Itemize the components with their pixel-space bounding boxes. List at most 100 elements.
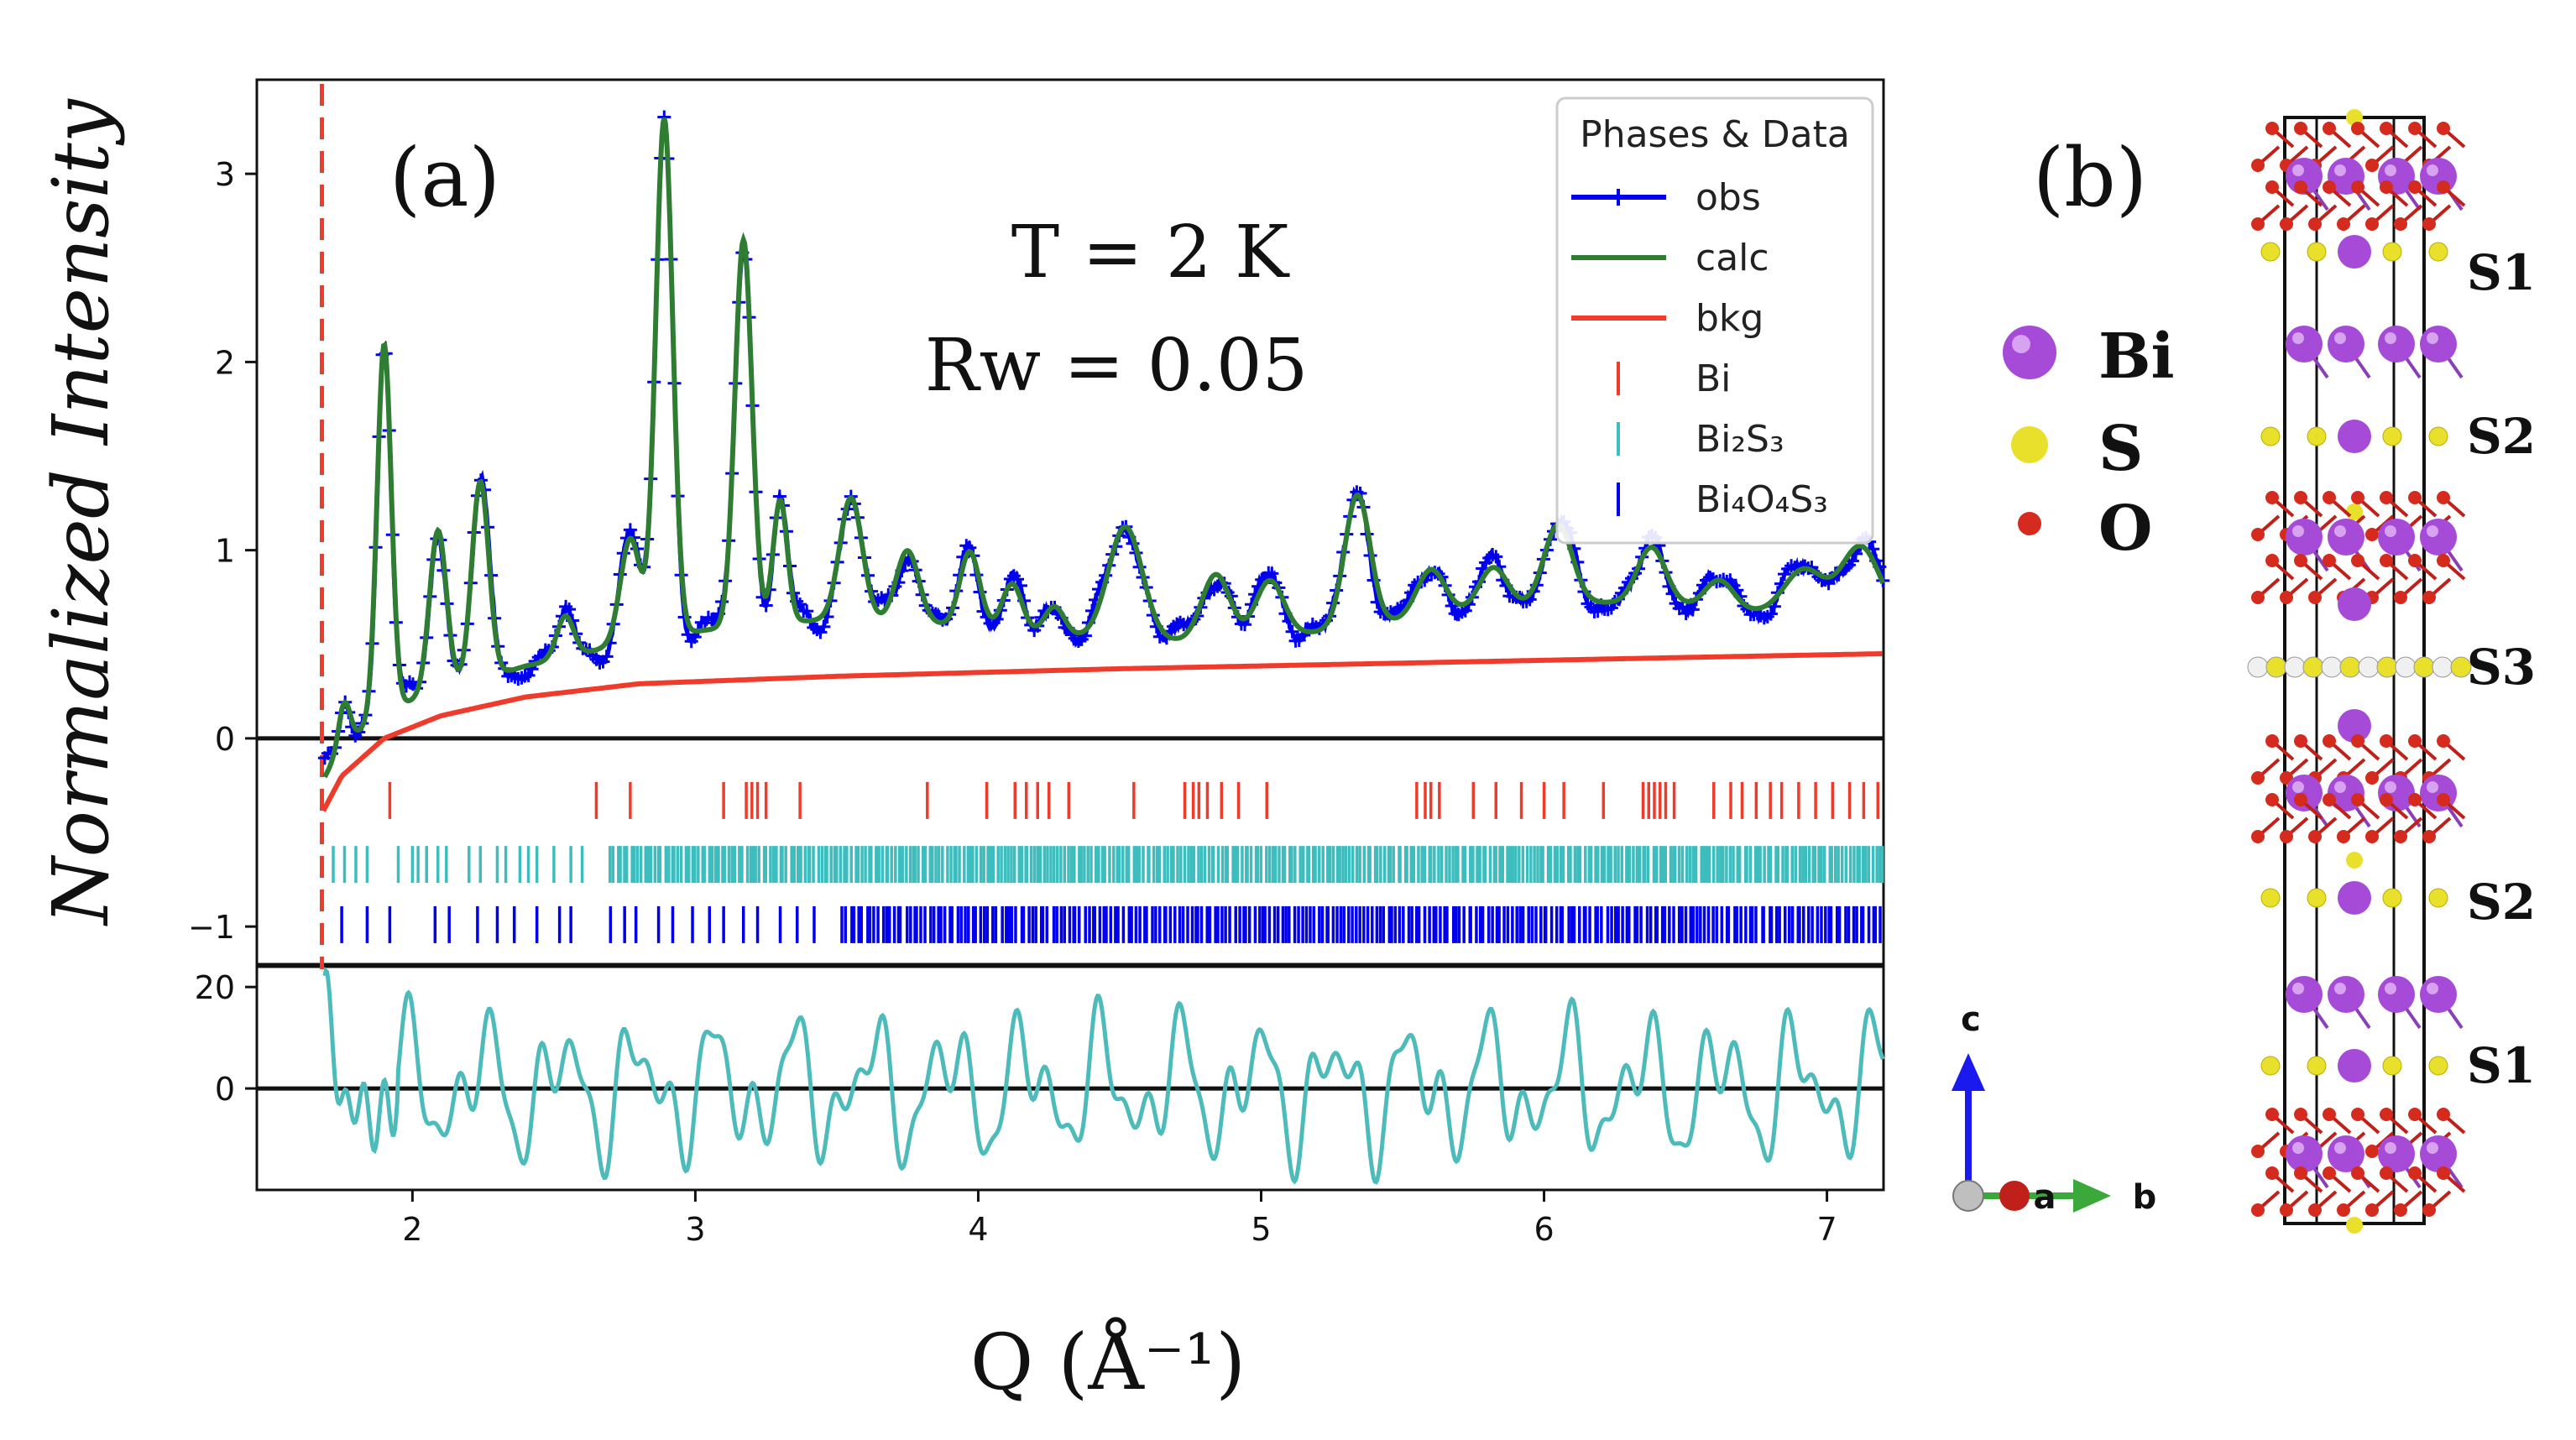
o-atom (2365, 528, 2379, 541)
bi-atom-highlight (2427, 983, 2438, 994)
bi-atom (2378, 1135, 2415, 1172)
o-atom (2437, 734, 2450, 748)
legend-label-calc: calc (1696, 237, 1769, 279)
panel-b-label: (b) (2033, 131, 2147, 225)
o-atom (2308, 591, 2322, 604)
s-atom (2428, 426, 2448, 446)
o-atom (2437, 491, 2450, 504)
o-atom (2365, 217, 2379, 231)
bi-atom-highlight (2334, 1142, 2346, 1154)
main-axes-frame (255, 78, 1885, 966)
origin-marker (1952, 1180, 1984, 1212)
legend-label-bi2s3: Bi₂S₃ (1696, 418, 1784, 461)
o-atom (2408, 554, 2422, 567)
layer-label-s2-bottom: S2 (2467, 874, 2536, 931)
o-atom (2294, 1166, 2307, 1180)
o-atom (2308, 1203, 2322, 1217)
bi-atom-highlight (2292, 525, 2304, 537)
residual-y-ticks: 0 20 (195, 969, 257, 1108)
o-atom (2408, 734, 2422, 748)
o-atom (2337, 1203, 2350, 1217)
bi-atom (2286, 519, 2323, 556)
residual-y-tick-label: 0 (215, 1071, 235, 1108)
s-atom (2260, 1056, 2281, 1076)
o-atom (2294, 793, 2307, 806)
c-axis-arrowhead (1952, 1053, 1985, 1091)
o-atom (2280, 217, 2293, 231)
o-atom (2280, 1203, 2293, 1217)
o-atom (2280, 591, 2293, 604)
s3-layer-atom (2247, 656, 2269, 678)
bi-atom (2378, 519, 2415, 556)
o-atom (2437, 1166, 2450, 1180)
b-axis-arrowhead (2073, 1179, 2111, 1213)
bi-atom (2328, 326, 2364, 363)
o-atom (2323, 180, 2336, 194)
bi-atom (2338, 1049, 2371, 1083)
s3-layer-atom (2265, 656, 2287, 678)
o-atom (2280, 830, 2293, 843)
o-atom (2251, 591, 2265, 604)
o-atom (2380, 793, 2393, 806)
bi-atom (2420, 976, 2457, 1013)
bi-atom (2378, 326, 2415, 363)
bi-atom-highlight (2334, 983, 2346, 994)
bi-atom-highlight (2292, 164, 2304, 176)
o-atom (2323, 793, 2336, 806)
x-ticks: 2 3 4 5 6 7 (402, 1190, 1837, 1248)
o-atom (2265, 122, 2279, 135)
legend-label-bi4o4s3: Bi₄O₄S₃ (1696, 478, 1828, 521)
o-atom (2323, 1166, 2336, 1180)
bi-atom-highlight (2334, 781, 2346, 793)
x-tick-label: 4 (968, 1211, 988, 1248)
o-atom (2351, 554, 2364, 567)
atom-label-bi: Bi (2098, 321, 2175, 393)
s-atom (2382, 1056, 2402, 1076)
x-tick-label: 7 (1816, 1211, 1837, 1248)
bi-atom-highlight (2427, 332, 2438, 344)
bi-atom-highlight (2334, 332, 2346, 344)
y-tick-label: 0 (215, 721, 235, 758)
bi-atom-highlight (2385, 781, 2396, 793)
o-atom (2365, 1203, 2379, 1217)
o-atom (2365, 159, 2379, 172)
o-atom (2394, 591, 2407, 604)
bi-atom (2328, 976, 2364, 1013)
atom-label-o: O (2098, 493, 2152, 565)
bi-atom (2338, 709, 2371, 743)
s-atom (2307, 888, 2327, 908)
s3-layer-atom (2302, 656, 2324, 678)
bi-atom-highlight (2292, 781, 2304, 793)
bi-atom-highlight (2292, 332, 2304, 344)
bi-atom (2286, 775, 2323, 811)
s-atom (2260, 426, 2281, 446)
o-atom (2437, 554, 2450, 567)
o-atom (2437, 1108, 2450, 1121)
s3-layer-atom (2376, 656, 2398, 678)
s3-layer-atom (2358, 656, 2380, 678)
o-atom (2251, 528, 2265, 541)
s3-layer-atom (2450, 656, 2472, 678)
bi-atom-highlight (2427, 164, 2438, 176)
o-atom (2422, 1203, 2436, 1217)
reflection-ticks (332, 781, 1884, 943)
o-atom (2394, 830, 2407, 843)
o-atom (2394, 217, 2407, 231)
bi-atom (2286, 976, 2323, 1013)
o-atom (2408, 1166, 2422, 1180)
o-atom (2251, 830, 2265, 843)
x-tick-label: 3 (685, 1211, 705, 1248)
o-atom (2351, 180, 2364, 194)
bi-atom-highlight (2385, 1142, 2396, 1154)
y-tick-label: −1 (188, 909, 235, 946)
y-axis-label: Normalized Intensity (36, 98, 126, 926)
temperature-annotation: T = 2 K (1011, 211, 1290, 295)
bi-atom-highlight (2385, 525, 2396, 537)
bi-atom (2378, 976, 2415, 1013)
panel-a: 2 3 4 5 6 7 0 1 2 3 −1 0 20 Normalized Intensity Q… (36, 78, 1890, 1407)
o-atom (2422, 591, 2436, 604)
legend-title: Phases & Data (1580, 113, 1850, 156)
o-atom (2365, 830, 2379, 843)
s3-layer-atom (2339, 656, 2361, 678)
o-atom (2265, 554, 2279, 567)
